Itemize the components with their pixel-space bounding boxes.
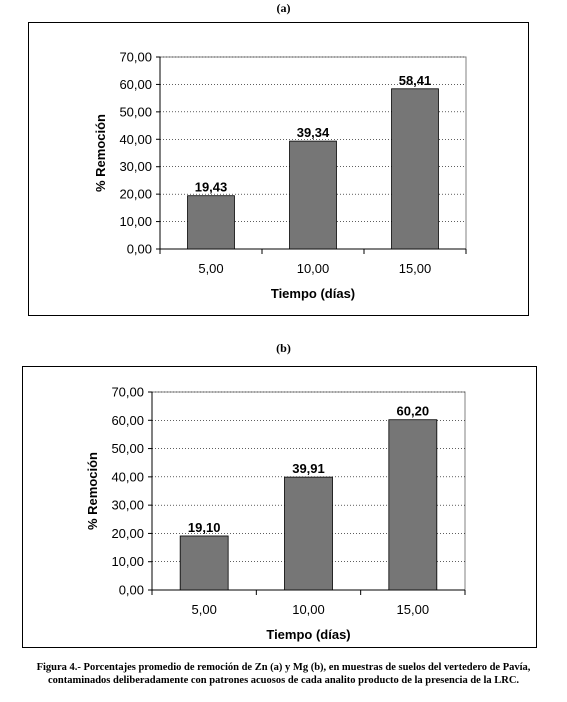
chart-a-y-tick-label: 50,00 [119,104,152,119]
figure-caption: Figura 4.- Porcentajes promedio de remoc… [0,661,567,687]
chart-a-bar [289,140,337,250]
chart-a-data-label: 19,43 [195,180,228,195]
chart-b-x-axis-title: Tiempo (días) [266,627,350,642]
panel-a-label: (a) [276,1,291,15]
chart-a-y-tick-label: 70,00 [119,50,152,65]
chart-a: 0,00 10,00 20,00 30,00 40,00 50,00 60,00 70,00 1… [28,22,529,316]
caption-line-2: contaminados deliberadamente con patrone… [47,675,520,686]
chart-b-y-tick-label: 40,00 [111,469,144,484]
chart-b-y-tick-label: 30,00 [111,498,144,513]
chart-b-y-tick-label: 20,00 [111,526,144,541]
chart-a-y-tick-label: 40,00 [119,132,152,147]
chart-b-svg: 0,00 10,00 20,00 30,00 40,00 50,00 60,00 70,00 1… [85,385,466,642]
chart-a-bar [391,88,439,250]
panel-b-label: (b) [276,341,291,355]
chart-b-data-label: 19,10 [188,520,221,535]
chart-b-y-tick-label: 0,00 [119,583,144,598]
caption-line-1: Figura 4.- Porcentajes promedio de remoc… [36,662,531,673]
chart-b-y-tick-label: 50,00 [111,441,144,456]
chart-a-y-tick-label: 0,00 [127,242,152,257]
chart-a-bar [187,195,235,250]
chart-a-x-axis-title: Tiempo (días) [271,286,355,301]
chart-a-y-tick-label: 20,00 [119,187,152,202]
chart-b-x-tick-label: 15,00 [397,602,430,617]
chart-b-data-label: 60,20 [397,404,430,419]
chart-a-x-tick-label: 5,00 [198,261,223,276]
chart-b-bar [388,419,438,591]
chart-a-data-label: 39,34 [297,125,330,140]
chart-a-x-tick-label: 15,00 [399,261,432,276]
chart-b-bar [179,535,229,591]
chart-b-x-tick-label: 5,00 [192,602,217,617]
chart-a-x-tick-label: 10,00 [297,261,330,276]
chart-b: 0,00 10,00 20,00 30,00 40,00 50,00 60,00 70,00 1… [22,366,537,648]
chart-b-y-tick-label: 60,00 [111,413,144,428]
chart-a-y-axis-title: % Remoción [93,114,108,192]
chart-b-y-tick-label: 10,00 [111,554,144,569]
chart-a-svg: 0,00 10,00 20,00 30,00 40,00 50,00 60,00 70,00 1… [93,50,467,301]
chart-a-y-tick-label: 10,00 [119,214,152,229]
chart-b-data-label: 39,91 [292,461,325,476]
chart-a-data-label: 58,41 [399,73,432,88]
chart-a-y-tick-label: 30,00 [119,159,152,174]
chart-b-y-axis-title: % Remoción [85,452,100,530]
chart-b-y-tick-label: 70,00 [111,385,144,400]
chart-b-x-tick-label: 10,00 [292,602,325,617]
chart-b-bar [284,476,333,591]
chart-a-y-tick-label: 60,00 [119,77,152,92]
